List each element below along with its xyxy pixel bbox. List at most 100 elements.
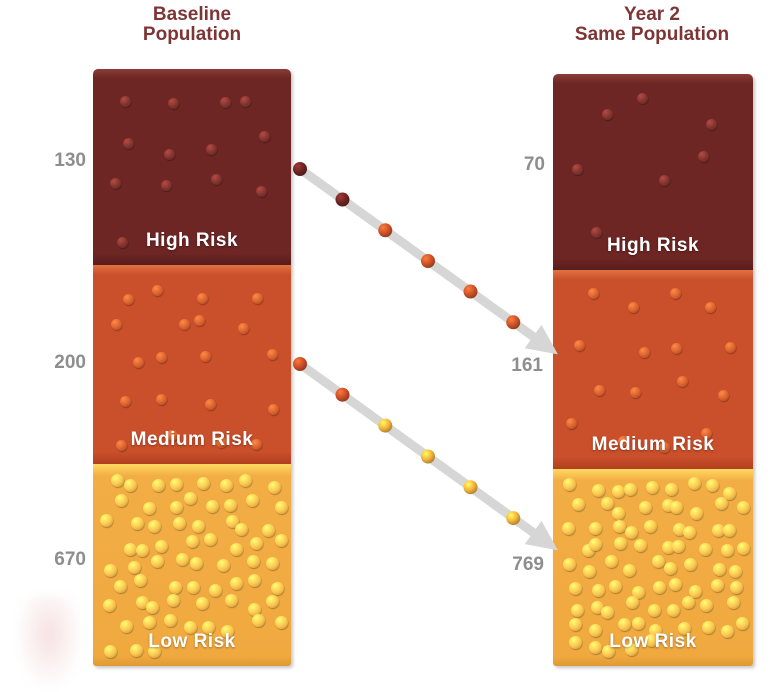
segment-label: High Risk [606,235,700,256]
population-dot [735,616,749,630]
population-dot [681,595,695,609]
population-dot [266,594,280,608]
population-dot [737,500,750,514]
population-dot [717,390,729,402]
population-dot [687,476,701,490]
pink-smudge-artifact [14,596,84,692]
population-dot [628,301,640,313]
population-dot [705,118,717,130]
population-dot [234,522,248,536]
migrating-person-dot [378,418,393,433]
population-dot [258,130,270,142]
population-dot [187,581,201,595]
population-dot [699,598,713,612]
population-dot [275,533,288,547]
population-dot [189,557,203,571]
population-dot [618,617,632,631]
population-dot [179,318,191,330]
population-dot [150,555,164,569]
population-dot [689,507,703,521]
population-dot [146,601,160,615]
population-dot [563,558,577,572]
population-dot [630,387,642,399]
population-dot [103,563,117,577]
population-dot [672,523,686,537]
population-dot [645,634,659,648]
population-dot [224,499,238,513]
population-dot [725,342,737,354]
population-dot [572,164,584,176]
population-dot [651,555,665,569]
value-label-year2-low-risk: 769 [512,554,544,575]
population-dot [136,543,150,557]
value-label-year2-medium-risk: 161 [511,355,543,376]
population-dot [109,177,121,189]
population-dot [221,625,235,639]
segment-label: Medium Risk [591,434,715,455]
population-dot [722,524,736,538]
population-dot [602,644,616,658]
population-dot [714,497,728,511]
population-dot [678,622,692,635]
population-dot [205,500,219,514]
population-dot [712,524,726,538]
population-dot [612,485,626,499]
migrating-person-dot [335,387,350,402]
population-dot [252,614,266,628]
population-dot [230,543,244,557]
population-dot [562,522,576,536]
population-dot [648,603,662,617]
population-dot [102,599,116,613]
population-dot [123,294,135,306]
population-dot [248,602,261,616]
population-dot [652,581,666,595]
title-line: Year 2 [624,4,680,25]
population-dot [612,519,626,533]
population-dot [195,597,209,611]
population-dot [573,339,585,351]
population-dot [588,538,602,552]
population-dot [176,552,190,566]
population-dot [248,573,262,587]
migrating-person-dot [421,254,435,268]
population-dot [124,479,138,493]
population-dot [643,519,657,533]
year2-column-title: Year 2 Same Population [542,5,762,45]
population-dot [570,604,584,618]
population-dot [120,96,132,108]
population-dot [184,492,198,506]
population-dot [115,493,129,507]
migration-arrow [297,165,558,355]
population-dot [268,480,282,494]
population-dot [219,479,233,493]
value-label-baseline-medium-risk: 200 [54,352,86,373]
population-dot [142,615,156,629]
population-dot [667,604,681,618]
baseline-low-risk-segment: Low Risk [93,464,291,666]
migrating-person-dot [463,284,478,299]
population-dot [677,375,689,387]
segment-label: High Risk [145,230,239,251]
population-dot [670,501,684,515]
population-dot [723,487,737,501]
population-dot [206,143,218,155]
population-dot [197,293,209,305]
title-line: Population [142,24,242,45]
population-dot [202,621,216,635]
population-dot [594,385,606,397]
population-dot [123,138,135,150]
population-dot [569,618,583,632]
population-dot [156,352,168,364]
population-dot [123,543,137,557]
year2-medium-risk-segment: Medium Risk [553,270,753,469]
population-dot [720,543,734,557]
population-dot [702,621,716,635]
population-dot [625,643,639,657]
population-dot [659,175,671,187]
population-dot [646,480,660,494]
population-dot [613,537,627,551]
population-dot [142,502,156,516]
baseline-medium-risk-segment: Medium Risk [93,265,291,464]
migrating-person-dot [335,192,350,207]
